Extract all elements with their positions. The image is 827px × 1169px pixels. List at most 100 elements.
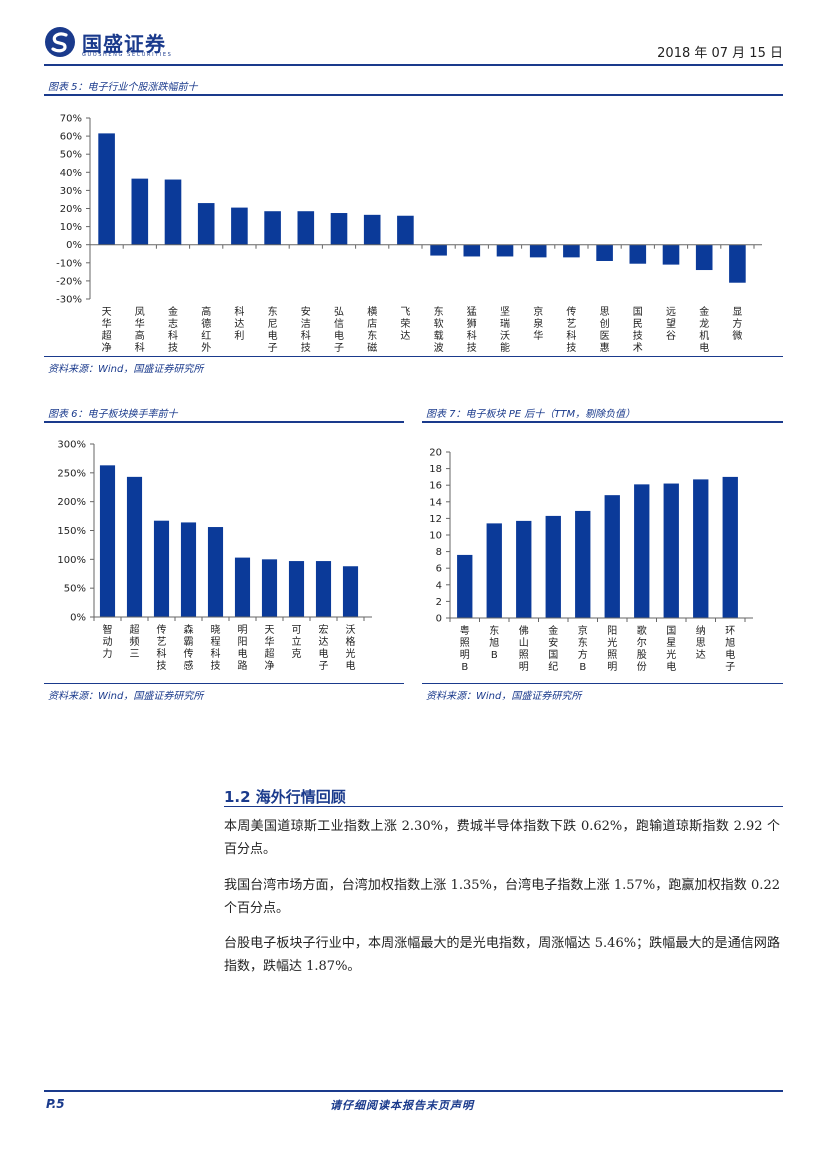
fig7-category-label: 佛山照明 — [519, 624, 529, 673]
figure-5-bottom-rule — [44, 356, 783, 357]
fig5-y-tick-label: 50% — [60, 150, 82, 161]
paragraph-us-market: 本周美国道琼斯工业指数上涨 2.30%，费城半导体指数下跌 0.62%，跑输道琼… — [224, 819, 780, 857]
fig5-bar — [529, 244, 547, 258]
fig5-bar — [563, 244, 580, 258]
fig5-y-tick-label: 0% — [66, 240, 82, 251]
fig6-bar — [261, 559, 278, 617]
brand-subtitle: GUOSHENG SECURITIES — [82, 52, 173, 58]
fig6-category-label: 宏达电子 — [319, 623, 329, 672]
fig6-y-tick-label: 200% — [57, 497, 86, 508]
fig5-category-label: 安洁科技 — [301, 305, 311, 354]
fig5-category-label: 高德红外 — [201, 305, 211, 354]
fig5-bar — [496, 244, 514, 257]
fig7-category-label: 环旭电子 — [725, 626, 735, 673]
figure-7-chart: 20 18 16 14 12 10 8 6 4 2 0 粤照明 B 东旭 B 佛山照明 金安国纪 京东方 B 阳光照明… — [422, 427, 783, 681]
fig7-bar — [486, 523, 502, 618]
fig5-y-tick-label: 70% — [60, 114, 82, 125]
fig5-y-tick-label: -30% — [56, 295, 82, 306]
fig5-category-label: 传艺科技 — [566, 306, 576, 354]
fig5-category-label: 金志科技 — [168, 305, 178, 354]
fig7-y-tick-label: 4 — [436, 580, 442, 591]
fig5-y-tick-label: 60% — [60, 132, 82, 143]
section-title: 1.2 海外行情回顾 — [224, 788, 346, 806]
fig6-category-label: 可立克 — [292, 625, 302, 660]
fig7-y-tick-label: 10 — [429, 531, 442, 542]
fig5-category-label: 远望谷 — [666, 306, 676, 342]
fig6-category-label: 沃格光电 — [346, 624, 356, 672]
fig5-bar — [197, 203, 215, 245]
fig5-y-tick-label: 20% — [60, 204, 82, 215]
figure-5-source: 资料来源：Wind，国盛证券研究所 — [48, 364, 204, 375]
fig7-category-label: 京东方 B — [578, 624, 588, 673]
figure-6-chart: 300% 250% 200% 150% 100% 50% 0% 智动力 超频三 传艺科技 森霸传感 晓… — [44, 427, 404, 681]
fig5-y-tick-label: -10% — [56, 258, 82, 269]
header-divider — [44, 64, 783, 66]
fig5-bar — [662, 244, 680, 265]
fig5-category-label: 弘信电子 — [334, 306, 344, 354]
section-title-rule — [224, 806, 783, 807]
fig5-bar — [695, 244, 713, 271]
fig6-bar — [288, 561, 305, 617]
fig5-bar — [729, 244, 746, 283]
fig5-category-label: 坚瑞沃能 — [500, 306, 510, 354]
page-number: P.5 — [46, 1097, 65, 1111]
fig7-y-tick-label: 12 — [429, 514, 442, 525]
figure-6-source: 资料来源：Wind，国盛证券研究所 — [48, 691, 204, 702]
fig5-bar — [231, 207, 248, 245]
fig6-category-label: 明阳电路 — [238, 624, 248, 672]
fig7-bar — [545, 515, 561, 618]
fig6-y-tick-label: 0% — [70, 613, 86, 624]
report-date: 2018 年 07 月 15 日 — [657, 46, 783, 61]
fig5-y-tick-label: 40% — [60, 168, 82, 179]
fig6-y-tick-label: 300% — [57, 440, 86, 451]
fig6-category-label: 森霸传感 — [184, 623, 194, 672]
fig7-category-label: 阳光照明 — [607, 625, 617, 673]
fig5-category-label: 京泉华 — [533, 305, 543, 342]
fig7-bar — [516, 520, 532, 618]
fig5-bar — [596, 244, 613, 261]
fig6-category-label: 天华超净 — [265, 625, 275, 672]
fig5-bar — [330, 213, 348, 245]
fig7-bar — [663, 483, 679, 618]
figure-6-top-rule — [44, 421, 404, 423]
fig7-y-tick-label: 18 — [429, 464, 442, 475]
footer-divider — [44, 1090, 783, 1092]
fig7-y-tick-label: 8 — [436, 547, 442, 558]
fig5-bar — [363, 214, 381, 245]
fig5-category-label: 横店东磁 — [367, 305, 377, 354]
fig5-category-label: 东尼电子 — [268, 305, 278, 354]
fig7-y-tick-label: 0 — [436, 614, 442, 625]
fig5-category-label: 飞荣达 — [400, 307, 410, 342]
figure-7-top-rule — [422, 421, 783, 423]
fig6-y-tick-label: 50% — [64, 584, 86, 595]
fig6-category-label: 智动力 — [103, 623, 113, 660]
fig7-bar — [457, 554, 473, 618]
fig5-category-label: 东软载波 — [434, 305, 444, 354]
fig5-category-label: 金龙机电 — [699, 305, 709, 354]
fig5-bar — [463, 244, 481, 257]
fig6-category-label: 晓程科技 — [211, 624, 221, 672]
fig5-category-label: 国民技术 — [633, 306, 643, 354]
fig5-bar — [297, 211, 315, 245]
fig6-bar — [126, 476, 143, 617]
disclaimer-note: 请仔细阅读本报告末页声明 — [330, 1099, 474, 1112]
fig7-y-tick-label: 2 — [436, 597, 442, 608]
fig7-category-label: 国星光电 — [666, 625, 676, 673]
fig7-y-tick-label: 20 — [429, 448, 442, 459]
fig6-bar — [180, 522, 197, 617]
fig5-bar — [397, 215, 414, 245]
figure-6-bottom-rule — [44, 683, 404, 684]
fig5-category-label: 天华超净 — [102, 307, 112, 354]
fig5-y-tick-label: -20% — [56, 276, 82, 287]
fig5-bar — [629, 244, 647, 264]
fig7-bar — [693, 479, 709, 618]
fig5-category-label: 思创医惠 — [600, 306, 610, 354]
fig6-y-tick-label: 250% — [57, 468, 86, 479]
fig5-y-tick-label: 10% — [60, 222, 82, 233]
fig5-bar — [131, 178, 149, 245]
fig6-y-tick-label: 100% — [57, 555, 86, 566]
fig7-category-label: 粤照明 B — [460, 624, 470, 673]
fig6-bar — [99, 465, 116, 617]
fig7-y-tick-label: 14 — [429, 497, 442, 508]
fig7-bar — [634, 484, 650, 618]
